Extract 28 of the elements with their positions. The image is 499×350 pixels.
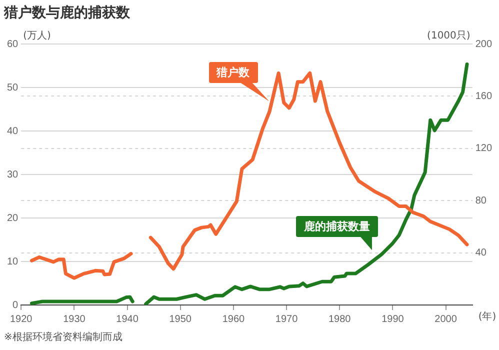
y2-axis-title: (1000只) [427,30,470,42]
x-axis-title: (年) [478,310,496,323]
y2-tick-label: 200 [475,38,492,50]
y-tick-label: 50 [7,82,19,94]
y2-tick-label: 160 [475,90,492,102]
text: ※根据环境省资料编制而成 [4,330,122,344]
x-tick-label: 1930 [63,314,86,325]
y-tick-label: 40 [7,126,19,137]
x-tick-label: 1990 [382,314,404,325]
x-tick-label: 1980 [328,314,352,325]
y-tick-label: 60 [7,38,19,50]
x-tick-label: 1970 [275,314,298,325]
y2-tick-label: 80 [475,195,487,206]
x-tick-label: 1960 [222,314,246,325]
y-tick-label: 20 [7,212,19,224]
x-tick-label: 1940 [116,314,139,325]
y-tick-label: 30 [7,169,19,180]
text: 猎户数 [208,62,258,84]
y-tick-label: 10 [7,256,19,268]
y2-tick-label: 120 [475,143,492,154]
text: 鹿的捕获数量 [296,216,378,238]
x-tick-label: 1920 [10,314,33,325]
x-tick-label: 2000 [434,314,458,325]
x-tick-label: 1950 [169,314,192,325]
y-axis-title: (万人) [23,30,52,42]
y2-tick-label: 40 [475,248,487,259]
y-tick-label: 0 [12,300,19,311]
chart-title: 猎户数与鹿的捕获数 [4,4,130,22]
